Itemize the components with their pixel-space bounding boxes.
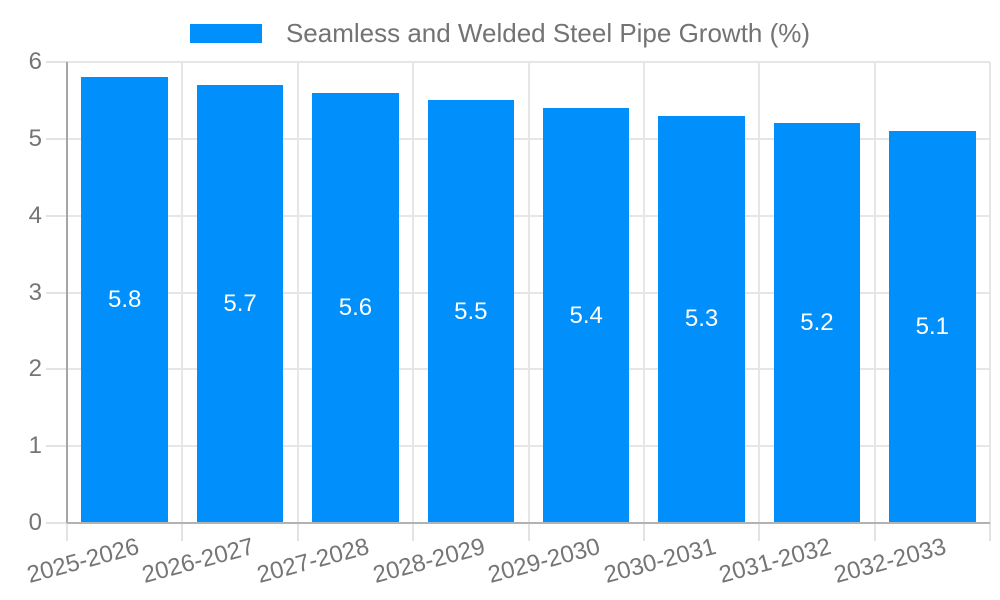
y-axis-tick-label: 0 xyxy=(28,509,42,536)
bar-value-label: 5.1 xyxy=(915,313,949,341)
x-axis-tick xyxy=(642,523,645,541)
bar-2026-2027[interactable]: 5.7 xyxy=(196,85,284,523)
bar-2025-2026[interactable]: 5.8 xyxy=(81,77,168,523)
bar-value-label: 5.7 xyxy=(223,290,257,318)
x-axis-tick xyxy=(412,523,415,541)
gridline-vertical xyxy=(989,62,991,523)
gridline-vertical xyxy=(873,62,876,523)
y-axis-tick-label: 1 xyxy=(28,432,42,460)
x-axis-tick xyxy=(989,523,991,541)
bar-2028-2029[interactable]: 5.5 xyxy=(427,100,515,523)
x-axis-tick xyxy=(527,523,530,541)
x-axis-tick xyxy=(296,523,299,541)
legend-swatch-icon xyxy=(189,23,262,43)
gridline-vertical xyxy=(527,62,530,523)
y-axis-tick xyxy=(46,61,67,63)
y-axis-tick xyxy=(46,214,67,217)
x-axis-tick xyxy=(758,523,761,541)
x-axis-line xyxy=(67,522,990,524)
bar-2032-2033[interactable]: 5.1 xyxy=(889,131,976,523)
bar-2027-2028[interactable]: 5.6 xyxy=(312,92,399,523)
y-axis-tick xyxy=(46,522,67,524)
bar-2030-2031[interactable]: 5.3 xyxy=(658,115,745,523)
y-axis-line xyxy=(66,62,68,523)
legend-label: Seamless and Welded Steel Pipe Growth (%… xyxy=(285,17,811,48)
y-axis-tick-label: 2 xyxy=(28,355,42,383)
bar-value-label: 5.2 xyxy=(800,309,834,337)
bar-2029-2030[interactable]: 5.4 xyxy=(542,108,630,523)
gridline-vertical xyxy=(181,62,184,523)
gridline-vertical xyxy=(296,62,299,523)
y-axis-tick xyxy=(46,137,67,140)
plot-area: 0 1 2 3 4 5 6 5.8 2025-2026 5.7 2026-2027 5.6 2027-2… xyxy=(24,50,991,589)
bar-value-label: 5.4 xyxy=(569,301,603,329)
bar-value-label: 5.8 xyxy=(108,286,142,314)
x-axis-tick xyxy=(873,523,876,541)
bar-2031-2032[interactable]: 5.2 xyxy=(773,123,861,523)
y-axis-tick xyxy=(46,368,67,371)
y-axis-tick-label: 6 xyxy=(28,48,42,75)
gridline-vertical xyxy=(412,62,415,523)
y-axis-tick xyxy=(46,291,67,294)
y-axis-tick-label: 3 xyxy=(28,278,42,306)
gridline-vertical xyxy=(642,62,645,523)
y-axis-tick xyxy=(46,445,67,448)
bar-value-label: 5.3 xyxy=(684,305,719,333)
legend[interactable]: Seamless and Welded Steel Pipe Growth (%… xyxy=(0,14,1000,52)
bar-value-label: 5.6 xyxy=(338,293,373,321)
y-axis-tick-label: 4 xyxy=(28,201,42,229)
gridline-vertical xyxy=(758,62,761,523)
x-axis-tick xyxy=(66,523,68,541)
x-axis-tick xyxy=(181,523,184,541)
bar-value-label: 5.5 xyxy=(454,297,488,325)
y-axis-tick-label: 5 xyxy=(28,124,42,152)
